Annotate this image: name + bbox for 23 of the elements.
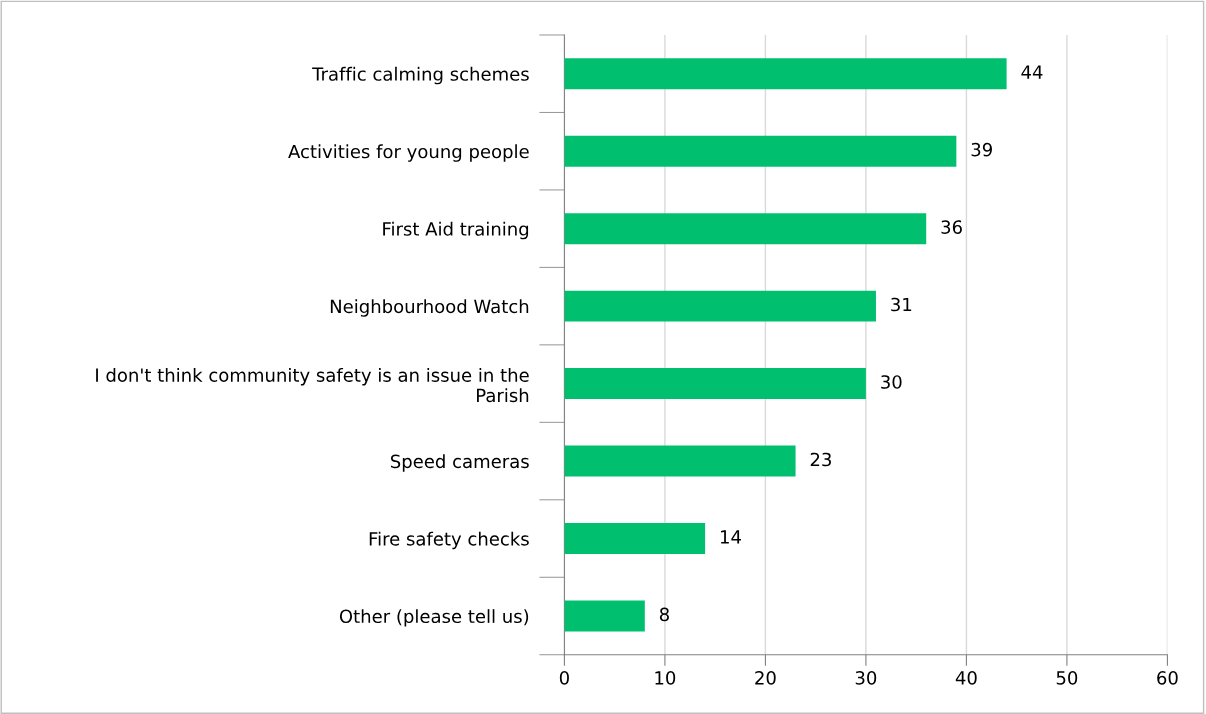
y-tick-label: Activities for young people xyxy=(288,144,529,162)
y-tick-label: Other (please tell us) xyxy=(339,609,529,627)
x-tick-label: 60 xyxy=(1157,671,1178,685)
data-label: 14 xyxy=(720,530,741,544)
y-tick-label: Fire safety checks xyxy=(369,531,529,550)
x-tick-label: 40 xyxy=(955,671,977,685)
y-tick-label: First Aid training xyxy=(383,221,529,240)
data-label: 39 xyxy=(971,142,992,157)
x-tick-label: 10 xyxy=(655,671,676,685)
x-tick-label: 50 xyxy=(1056,671,1078,685)
data-label: 44 xyxy=(1021,65,1043,79)
y-tick-label: I don't think community safety is an issue in the Parish xyxy=(96,368,529,403)
y-tick-label: Traffic calming schemes xyxy=(312,66,529,85)
data-label: 23 xyxy=(810,452,831,467)
data-label: 8 xyxy=(659,607,669,622)
y-tick-label: Speed cameras xyxy=(390,454,529,472)
data-label: 36 xyxy=(941,220,962,234)
y-tick-label: Neighbourhood Watch xyxy=(330,299,529,317)
x-tick-label: 0 xyxy=(559,671,569,685)
x-tick-label: 20 xyxy=(755,671,776,685)
data-label: 31 xyxy=(891,297,912,312)
x-tick-label: 30 xyxy=(855,671,877,685)
data-label: 30 xyxy=(881,375,902,389)
